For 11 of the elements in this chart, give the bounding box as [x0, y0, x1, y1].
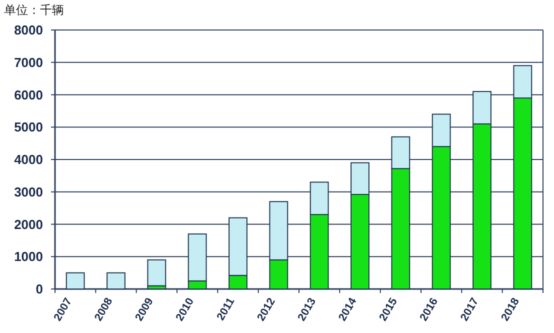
y-tick-label: 1000 — [14, 249, 43, 264]
bar — [147, 259, 166, 286]
y-tick-label: 2000 — [14, 216, 43, 232]
y-tick-label: 7000 — [14, 54, 43, 70]
y-tick-label: 5000 — [14, 120, 43, 135]
y-tick-label: 4000 — [14, 152, 43, 167]
y-axis-title: 单位：千辆 — [4, 3, 64, 17]
y-tick-label: 3000 — [14, 184, 43, 200]
y-tick-label: 6000 — [14, 87, 43, 102]
y-tick-label: 0 — [36, 282, 43, 296]
y-tick-label: 8000 — [14, 22, 43, 38]
